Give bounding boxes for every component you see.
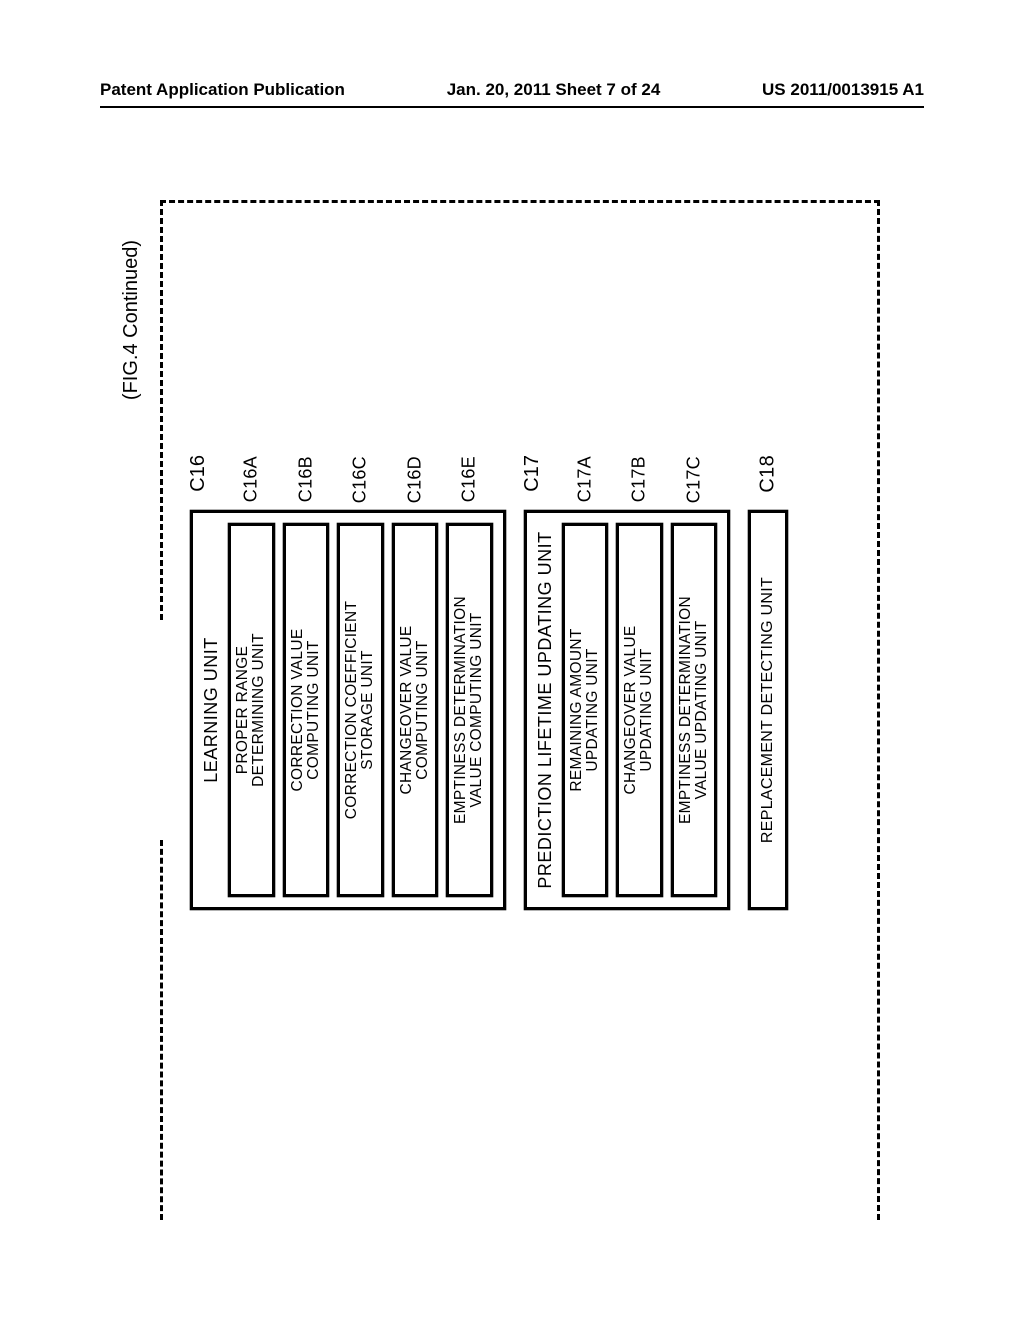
header-rule: [100, 106, 924, 108]
sub-unit: CORRECTION COEFFICIENT STORAGE UNIT C16C: [337, 523, 384, 897]
sub-unit-label-line: EMPTINESS DETERMINATION: [452, 596, 469, 824]
replacement-unit: REPLACEMENT DETECTING UNIT C18: [748, 510, 788, 910]
ref-label: C17: [521, 455, 544, 492]
sub-unit-label-line: PROPER RANGE: [234, 646, 251, 775]
dashed-border-segment: [160, 840, 163, 1220]
replacement-unit-label: REPLACEMENT DETECTING UNIT: [759, 577, 776, 843]
ref-label: C16A: [242, 456, 261, 502]
sub-unit-label-line: COMPUTING UNIT: [414, 640, 431, 779]
sub-unit-label-line: CORRECTION COEFFICIENT: [343, 601, 360, 819]
sub-unit-label-line: UPDATING UNIT: [584, 648, 601, 771]
ref-label: C18: [757, 455, 780, 493]
ref-label: C16E: [460, 456, 479, 502]
sub-unit-label-line: EMPTINESS DETERMINATION: [677, 596, 694, 824]
ref-label: C16B: [296, 456, 315, 502]
sub-unit: CHANGEOVER VALUE UPDATING UNIT C17B: [616, 523, 663, 897]
header-center: Jan. 20, 2011 Sheet 7 of 24: [447, 80, 661, 100]
sub-unit-label-line: DETERMINING UNIT: [250, 633, 267, 787]
page-header: Patent Application Publication Jan. 20, …: [100, 80, 924, 100]
dashed-border-segment: [160, 200, 163, 620]
sub-unit-label-line: VALUE UPDATING UNIT: [693, 620, 710, 799]
sub-unit: CHANGEOVER VALUE COMPUTING UNIT C16D: [392, 523, 439, 897]
dashed-border-segment: [160, 200, 880, 203]
ref-label: C16C: [351, 456, 370, 503]
prediction-unit-group: C17 PREDICTION LIFETIME UPDATING UNIT RE…: [524, 510, 731, 910]
sub-unit: EMPTINESS DETERMINATION VALUE UPDATING U…: [671, 523, 718, 897]
prediction-unit-title: PREDICTION LIFETIME UPDATING UNIT: [535, 523, 556, 897]
sub-unit: EMPTINESS DETERMINATION VALUE COMPUTING …: [446, 523, 493, 897]
learning-unit-title: LEARNING UNIT: [201, 523, 222, 897]
outer-dashed-container: C16 LEARNING UNIT PROPER RANGE DETERMINI…: [160, 200, 880, 1220]
sub-unit-label-line: CHANGEOVER VALUE: [398, 625, 415, 794]
ref-label: C16D: [405, 456, 424, 503]
sub-unit-label-line: CHANGEOVER VALUE: [622, 625, 639, 794]
figure: (FIG.4 Continued) C16 LEARNING UNIT PROP…: [120, 200, 900, 1220]
ref-label: C16: [187, 455, 210, 492]
dashed-border-segment: [877, 200, 880, 1220]
sub-unit-label-line: REMAINING AMOUNT: [568, 628, 585, 791]
header-left: Patent Application Publication: [100, 80, 345, 100]
sub-unit-label-line: VALUE COMPUTING UNIT: [468, 612, 485, 807]
sub-unit-label-line: COMPUTING UNIT: [305, 640, 322, 779]
sub-unit: PROPER RANGE DETERMINING UNIT C16A: [228, 523, 275, 897]
sub-unit: REMAINING AMOUNT UPDATING UNIT C17A: [562, 523, 609, 897]
ref-label: C17A: [575, 456, 594, 502]
figure-wrapper: (FIG.4 Continued) C16 LEARNING UNIT PROP…: [120, 200, 900, 1220]
sub-unit-label-line: UPDATING UNIT: [638, 648, 655, 771]
ref-label: C17C: [685, 456, 704, 503]
sub-unit-label-line: CORRECTION VALUE: [289, 629, 306, 792]
sub-unit: CORRECTION VALUE COMPUTING UNIT C16B: [283, 523, 330, 897]
learning-unit-group: C16 LEARNING UNIT PROPER RANGE DETERMINI…: [190, 510, 506, 910]
figure-continued-label: (FIG.4 Continued): [120, 240, 143, 400]
ref-label: C17B: [630, 456, 649, 502]
blocks-column: C16 LEARNING UNIT PROPER RANGE DETERMINI…: [190, 510, 788, 910]
sub-unit-label-line: STORAGE UNIT: [359, 650, 376, 770]
patent-page: Patent Application Publication Jan. 20, …: [0, 0, 1024, 1320]
header-right: US 2011/0013915 A1: [762, 80, 924, 100]
